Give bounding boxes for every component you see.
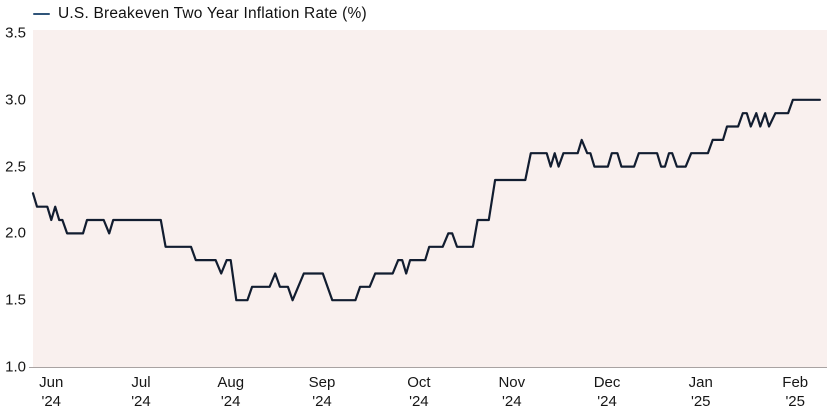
x-axis-label-month: Nov <box>498 374 526 391</box>
x-axis-label: Jun '24 <box>39 373 63 411</box>
x-axis-label-month: Sep <box>308 374 336 391</box>
x-axis-label: Jan '25 <box>689 373 713 411</box>
line-series <box>31 30 827 367</box>
y-axis-labels: 3.5 3.0 2.5 2.0 1.5 1.0 <box>0 25 26 376</box>
x-axis-label-year: '24 <box>409 393 429 410</box>
y-axis-label: 2.0 <box>5 224 26 242</box>
x-axis-label-year: '24 <box>502 393 522 410</box>
x-axis-label-month: Dec <box>593 374 621 391</box>
x-axis-label: Nov '24 <box>498 373 525 411</box>
x-axis-label-year: '24 <box>597 393 617 410</box>
x-axis-label: Feb '25 <box>782 373 808 411</box>
plot-background <box>33 30 827 367</box>
x-axis-label-year: '25 <box>785 393 806 410</box>
x-axis-label-month: Oct <box>407 374 431 391</box>
legend-label: U.S. Breakeven Two Year Inflation Rate (… <box>58 5 367 22</box>
x-axis-label-year: '24 <box>41 393 62 410</box>
x-axis-label: Dec '24 <box>594 373 621 411</box>
plot-area <box>31 30 827 367</box>
x-axis-label-month: Jun <box>39 374 64 391</box>
x-axis-label-year: '24 <box>220 393 241 410</box>
series-line <box>31 98 822 302</box>
x-axis-label-year: '24 <box>312 393 332 410</box>
x-axis-label-month: Aug <box>217 374 245 391</box>
x-axis-label: Aug '24 <box>217 373 244 411</box>
x-axis-label-year: '24 <box>131 393 151 410</box>
y-axis-label: 2.5 <box>5 158 26 176</box>
x-axis-label: Sep '24 <box>309 373 336 411</box>
x-axis-label-month: Jul <box>131 374 151 391</box>
x-axis-label: Oct '24 <box>407 373 430 411</box>
x-axis-line <box>29 367 827 368</box>
y-axis-label: 3.0 <box>5 91 26 109</box>
legend-line-swatch <box>33 12 50 16</box>
legend: U.S. Breakeven Two Year Inflation Rate (… <box>33 3 367 25</box>
x-axis-label-year: '25 <box>690 393 711 410</box>
y-axis-label: 3.5 <box>5 24 26 42</box>
y-axis-label: 1.0 <box>5 358 26 376</box>
y-axis-label: 1.5 <box>5 291 26 309</box>
x-axis-label-month: Jan <box>688 374 713 391</box>
x-axis-labels: Jun '24 Jul '24 Aug '24 Sep '24 Oct '24 Nov '24 Dec '… <box>33 373 827 417</box>
x-axis-label-month: Feb <box>782 374 809 391</box>
x-axis-label: Jul '24 <box>131 373 151 411</box>
